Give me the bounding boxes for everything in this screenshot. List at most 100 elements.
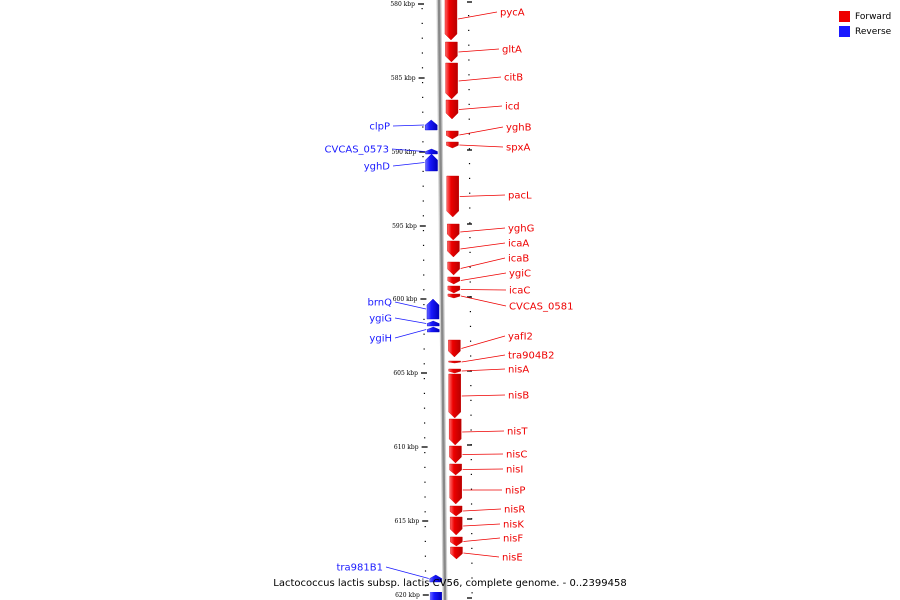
minor-tick-left: [423, 333, 425, 335]
gene-label-forward: yghG: [508, 224, 534, 235]
label-leader-forward: [461, 368, 506, 372]
gene-label-forward: icaC: [509, 286, 530, 297]
minor-tick-left: [421, 37, 423, 39]
minor-tick-right: [468, 163, 471, 165]
gene-forward-icaa[interactable]: [447, 240, 460, 258]
minor-tick-right: [469, 266, 471, 268]
minor-tick-right: [469, 192, 471, 194]
minor-tick-right: [470, 355, 472, 357]
minor-tick-left: [421, 52, 423, 54]
gene-reverse-clpp[interactable]: [425, 119, 438, 131]
gene-forward-yghg[interactable]: [447, 223, 460, 241]
label-leader-forward: [458, 105, 503, 110]
gene-forward-nisf[interactable]: [450, 536, 463, 547]
label-leader-reverse: [394, 301, 427, 310]
gene-forward-spxa[interactable]: [446, 141, 459, 149]
minor-tick-left: [423, 407, 426, 409]
label-leader-forward: [459, 126, 504, 136]
minor-tick-left: [422, 96, 424, 98]
gene-forward-nisp[interactable]: [449, 475, 462, 505]
minor-tick-right: [468, 103, 470, 105]
minor-tick-right: [468, 148, 471, 150]
gene-forward-nist[interactable]: [448, 418, 462, 446]
minor-tick-left: [422, 126, 424, 128]
gene-forward-icab[interactable]: [447, 261, 460, 276]
gene-forward-ygic[interactable]: [447, 276, 460, 285]
minor-tick-left: [424, 496, 426, 498]
label-leader-forward: [461, 335, 506, 349]
gene-forward-nisa[interactable]: [448, 368, 461, 374]
minor-tick-right: [469, 237, 471, 239]
gene-reverse-brnq[interactable]: [426, 298, 440, 320]
minor-tick-left: [423, 304, 425, 306]
minor-tick-right: [469, 177, 471, 179]
gene-label-forward: nisB: [508, 391, 529, 402]
gene-forward-nisk[interactable]: [449, 516, 463, 536]
minor-tick-right: [468, 133, 470, 135]
gene-forward-citb[interactable]: [445, 62, 458, 100]
gene-forward-nisc[interactable]: [449, 445, 462, 464]
label-leader-forward: [463, 537, 501, 542]
gene-forward-nise[interactable]: [450, 546, 463, 560]
legend-label-forward: Forward: [855, 11, 892, 22]
gene-label-forward: nisK: [503, 520, 524, 531]
forward-swatch: [839, 11, 850, 22]
gene-forward-icd[interactable]: [445, 99, 459, 120]
tick-label: 610 kbp: [394, 444, 419, 451]
label-leader-forward: [460, 289, 507, 291]
minor-tick-left: [421, 67, 424, 69]
minor-tick-left: [424, 466, 426, 468]
label-leader-forward: [457, 11, 498, 20]
gene-forward-yafi2[interactable]: [448, 339, 461, 358]
gene-forward-glta[interactable]: [445, 41, 458, 63]
minor-tick-left: [421, 82, 424, 84]
gene-reverse-ygih[interactable]: [427, 326, 440, 333]
gene-forward-cvcas-0581[interactable]: [447, 293, 461, 299]
backbone-line: [437, 0, 447, 600]
scale-ticks: 580 kbp 585 kbp 590 kbp 595 kbp 600 kbp 605 k…: [390, 1, 473, 599]
gene-reverse-yghd[interactable]: [425, 153, 438, 172]
tick-label: 615 kbp: [395, 518, 420, 525]
gene-label-forward: ygiC: [509, 269, 531, 280]
minor-tick-left: [422, 111, 424, 113]
gene-label-forward: pycA: [500, 8, 525, 19]
gene-reverse-partial[interactable]: [429, 592, 442, 600]
gene-label-forward: tra904B2: [508, 351, 554, 362]
gene-reverse-cvcas-0573[interactable]: [425, 148, 438, 155]
minor-tick-right: [471, 592, 473, 594]
gene-forward-yghb[interactable]: [446, 130, 459, 140]
label-leader-forward: [460, 242, 506, 250]
minor-tick-right: [469, 325, 472, 327]
minor-tick-right: [468, 89, 470, 91]
label-leader-forward: [461, 354, 506, 363]
gene-reverse-ygig[interactable]: [427, 320, 440, 327]
minor-tick-left: [423, 392, 426, 394]
minor-tick-left: [421, 22, 423, 24]
label-leader-forward: [463, 508, 502, 512]
minor-tick-right: [470, 385, 472, 387]
tick-label: 590 kbp: [392, 149, 417, 156]
minor-tick-left: [423, 348, 425, 350]
gene-forward-tra904b2[interactable]: [448, 360, 461, 364]
gene-label-forward: icaA: [508, 239, 529, 250]
gene-forward-nisi[interactable]: [449, 463, 462, 476]
gene-forward-nisb[interactable]: [448, 373, 461, 419]
minor-tick-left: [422, 215, 424, 217]
minor-tick-left: [424, 585, 427, 587]
minor-tick-right: [469, 311, 471, 313]
minor-tick-right: [471, 562, 473, 564]
minor-tick-right: [470, 414, 472, 416]
tick-label: 600 kbp: [393, 296, 418, 303]
minor-tick-left: [422, 200, 424, 202]
minor-tick-right: [468, 59, 470, 61]
minor-tick-right: [470, 429, 472, 431]
minor-tick-left: [423, 318, 425, 320]
gene-forward-pacl[interactable]: [446, 175, 459, 218]
gene-forward-pyca[interactable]: [444, 0, 458, 41]
label-leader-forward: [462, 453, 504, 455]
gene-forward-icac[interactable]: [447, 285, 461, 294]
gene-label-forward: nisC: [506, 450, 527, 461]
gene-forward-nisr[interactable]: [449, 505, 463, 517]
gene-label-reverse: tra981B1: [337, 563, 383, 574]
gene-reverse-tra981b1[interactable]: [429, 574, 442, 583]
